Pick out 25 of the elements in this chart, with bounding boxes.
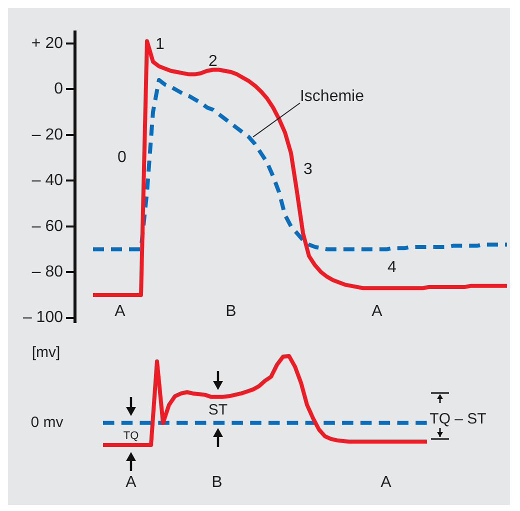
annotation: 3	[304, 161, 312, 179]
annotation: A	[114, 303, 126, 321]
text: A	[126, 474, 136, 492]
y-axis-title: [mv]	[32, 344, 60, 362]
annotation: 4	[388, 259, 396, 277]
annotation: 0	[118, 149, 126, 167]
annotation: TQ	[123, 430, 139, 442]
y-tick-label: – 40	[32, 172, 64, 190]
y-tick-label: – 60	[32, 218, 64, 235]
annotation: ST	[208, 402, 228, 418]
text: A	[380, 474, 392, 492]
y-tick-label: – 100	[22, 309, 64, 326]
annotation: 2	[208, 53, 218, 71]
y-tick-label: 0	[54, 80, 64, 98]
annotation: 1	[156, 36, 164, 54]
annotation: Ischemie	[300, 88, 364, 106]
annotation: B	[226, 303, 236, 321]
y-tick-label: + 20	[31, 34, 64, 52]
y-tick-label: – 80	[32, 264, 64, 280]
text: B	[212, 474, 222, 492]
ref-line-label: 0 mv	[30, 414, 64, 432]
y-tick-label: – 20	[32, 126, 64, 144]
line-series	[91, 78, 509, 252]
annotation: A	[372, 303, 382, 321]
text: TQ – ST	[430, 410, 486, 428]
